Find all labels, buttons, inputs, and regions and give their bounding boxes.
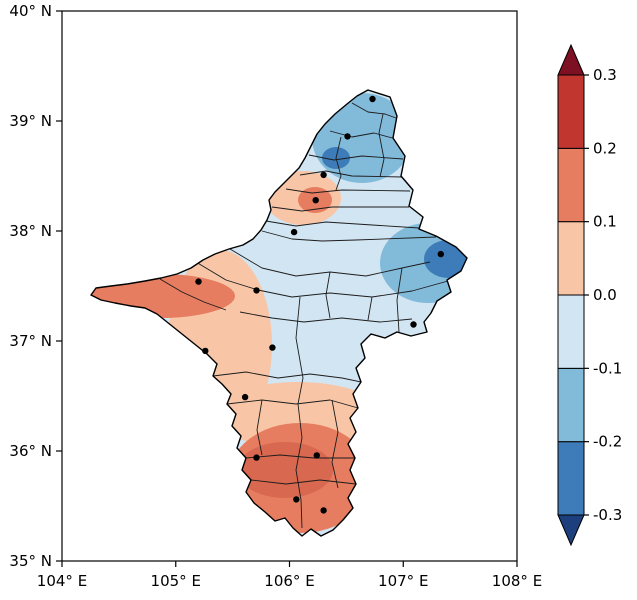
station-dot (290, 228, 298, 236)
colorbar-tick-label: 0.1 (593, 213, 617, 231)
station-dot (241, 393, 249, 401)
county-line (245, 454, 355, 459)
station-dot (253, 287, 260, 294)
station-dot (253, 454, 260, 461)
county-line (367, 296, 373, 321)
y-tick-label: 38° N (9, 222, 52, 240)
station-dot (293, 496, 300, 503)
county-boundaries (159, 102, 449, 529)
station-dot (344, 133, 351, 140)
x-tick-label: 104° E (37, 572, 87, 590)
colorbar: 0.3 0.2 0.1 0.0 -0.1 -0.2 -0.3 (557, 43, 622, 547)
colorbar-tick-label: 0.0 (593, 286, 617, 304)
county-line (351, 102, 397, 119)
colorbar-tick-label: -0.1 (593, 359, 622, 377)
station-dot (202, 347, 209, 355)
colorbar-segment (557, 441, 585, 516)
county-line (378, 113, 385, 178)
station-dot (269, 344, 276, 351)
y-tick-label: 39° N (9, 112, 52, 130)
colorbar-tick-label: 0.2 (593, 139, 617, 157)
county-line (295, 296, 304, 405)
county-line (295, 403, 303, 529)
y-tick-label: 37° N (9, 332, 52, 350)
south-positive-zone (213, 382, 383, 448)
station-dot (320, 171, 327, 179)
county-line (271, 206, 409, 212)
colorbar-tick-label: -0.2 (593, 433, 622, 451)
x-tick-label: 105° E (151, 572, 201, 590)
colorbar-segment (557, 74, 585, 149)
county-line (256, 399, 263, 456)
county-line (261, 230, 437, 242)
colorbar-segment (557, 367, 585, 443)
y-tick-label: 36° N (9, 442, 52, 460)
colorbar-segment (557, 294, 585, 369)
county-line (226, 399, 359, 409)
x-axis: 104° E 105° E 106° E 107° E 108° E (37, 561, 542, 590)
south-positive-core (237, 442, 333, 498)
county-line (331, 399, 339, 489)
colorbar-tick-label: -0.3 (593, 506, 622, 524)
x-tick-label: 108° E (492, 572, 542, 590)
y-axis: 35° N 36° N 37° N 38° N 39° N 40° N (9, 2, 62, 570)
station-dot (313, 452, 320, 459)
county-line (195, 261, 449, 298)
station-dot (437, 250, 444, 258)
colorbar-under-arrow (557, 514, 585, 547)
x-tick-label: 106° E (264, 572, 314, 590)
county-line (250, 479, 357, 485)
county-line (265, 220, 420, 229)
station-dot (320, 507, 327, 514)
county-line (325, 271, 331, 319)
station-dot (369, 95, 376, 103)
county-line (285, 188, 411, 194)
y-tick-label: 35° N (9, 552, 52, 570)
county-line (212, 371, 362, 383)
colorbar-segment (557, 147, 585, 223)
station-dot (410, 321, 417, 328)
county-line (329, 130, 397, 140)
station-layer (195, 95, 444, 514)
county-line (239, 311, 413, 323)
colorbar-over-arrow (557, 43, 585, 76)
county-line (396, 267, 403, 333)
county-line (159, 278, 227, 311)
county-line (308, 154, 404, 161)
y-tick-label: 40° N (9, 2, 52, 20)
colorbar-tick-label: 0.3 (593, 66, 617, 84)
county-line (335, 136, 342, 191)
colorbar-segment (557, 221, 585, 296)
county-line (299, 170, 403, 178)
x-tick-label: 107° E (378, 572, 428, 590)
station-dot (195, 278, 202, 285)
station-dot (312, 197, 319, 204)
